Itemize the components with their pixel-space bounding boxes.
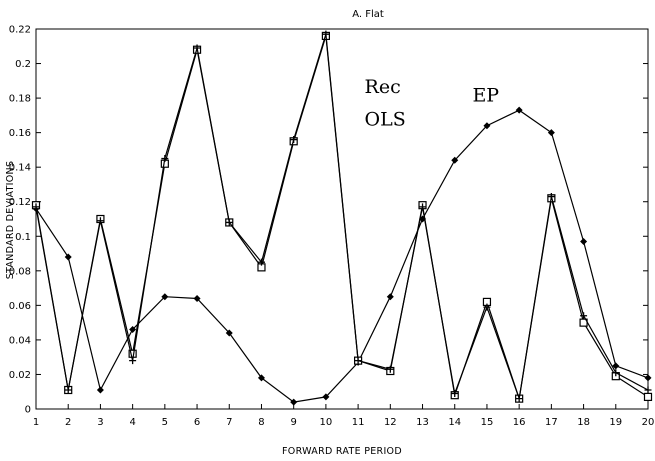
data-point-plus xyxy=(354,357,362,365)
data-point-plus xyxy=(451,389,459,397)
x-tick-label: 10 xyxy=(320,417,333,428)
data-point-diamond xyxy=(580,237,588,245)
x-tick-label: 4 xyxy=(129,417,135,428)
x-tick-label: 11 xyxy=(352,417,365,428)
data-point-plus xyxy=(161,155,169,163)
data-point-plus xyxy=(64,386,72,394)
x-tick-label: 1 xyxy=(33,417,39,428)
x-tick-label: 5 xyxy=(162,417,168,428)
data-point-plus xyxy=(386,365,394,373)
y-tick-label: 0.1 xyxy=(15,232,31,243)
x-tick-label: 19 xyxy=(609,417,622,428)
data-point-diamond xyxy=(612,362,620,370)
data-point-plus xyxy=(419,203,427,211)
data-point-diamond xyxy=(451,156,459,164)
y-axis-ticks: 0 0.02 0.04 0.06 0.08 0.1 0.12 0.14 0.16 0.18 0.2 0… xyxy=(9,25,648,416)
data-point-plus xyxy=(515,395,523,403)
data-point-diamond xyxy=(290,398,298,406)
data-point-diamond xyxy=(515,106,523,114)
data-point-diamond xyxy=(547,129,555,137)
x-axis-label: FORWARD RATE PERIOD xyxy=(282,446,402,457)
y-axis-label: STANDARD DEVIATIONS xyxy=(5,161,16,280)
series-plus xyxy=(32,30,652,403)
x-tick-label: 13 xyxy=(416,417,429,428)
series-square xyxy=(31,31,653,403)
data-point-diamond xyxy=(96,386,104,394)
data-point-diamond xyxy=(644,374,652,382)
x-tick-label: 16 xyxy=(513,417,526,428)
data-point-square xyxy=(643,392,653,402)
x-tick-label: 14 xyxy=(448,417,461,428)
y-tick-label: 0.02 xyxy=(9,370,31,381)
series-line-square xyxy=(35,35,649,399)
y-tick-label: 0.12 xyxy=(9,197,31,208)
annotation-label: Rec xyxy=(365,76,401,98)
y-tick-label: 0.2 xyxy=(15,59,31,70)
x-tick-label: 8 xyxy=(258,417,264,428)
x-tick-label: 3 xyxy=(97,417,103,428)
data-point-plus xyxy=(257,258,265,266)
y-tick-label: 0.16 xyxy=(9,128,31,139)
data-point-diamond xyxy=(257,374,265,382)
x-tick-label: 9 xyxy=(290,417,296,428)
data-point-plus xyxy=(225,218,233,226)
series-diamond xyxy=(32,106,652,406)
data-point-diamond xyxy=(161,293,169,301)
annotations: Rec OLS EP xyxy=(365,76,500,131)
data-point-diamond xyxy=(483,122,491,130)
y-tick-label: 0.18 xyxy=(9,94,31,105)
data-point-diamond xyxy=(129,326,137,334)
data-point-diamond xyxy=(322,393,330,401)
chart-title: A. Flat xyxy=(352,9,384,20)
x-tick-label: 17 xyxy=(545,417,558,428)
y-tick-label: 0.14 xyxy=(9,163,31,174)
x-tick-label: 2 xyxy=(65,417,71,428)
series-line-diamond xyxy=(35,109,649,403)
annotation-label: EP xyxy=(472,85,499,107)
data-point-diamond xyxy=(64,253,72,261)
data-point-plus xyxy=(580,312,588,320)
x-tick-label: 18 xyxy=(577,417,590,428)
x-tick-label: 15 xyxy=(481,417,494,428)
y-tick-label: 0 xyxy=(25,405,31,416)
x-tick-label: 20 xyxy=(642,417,655,428)
data-point-plus xyxy=(129,357,137,365)
y-tick-label: 0.04 xyxy=(9,335,31,346)
data-point-plus xyxy=(547,193,555,201)
x-tick-label: 12 xyxy=(384,417,397,428)
series-line-plus xyxy=(35,34,649,399)
data-point-plus xyxy=(96,217,104,225)
annotation-label: OLS xyxy=(365,109,406,131)
data-point-diamond xyxy=(386,293,394,301)
x-tick-label: 6 xyxy=(194,417,200,428)
x-axis-ticks: 1 2 3 4 5 6 7 8 9 10 11 12 13 14 15 16 17 18 19 20 xyxy=(33,404,655,428)
data-point-plus xyxy=(290,136,298,144)
data-point-diamond xyxy=(193,294,201,302)
plot-area-frame xyxy=(35,28,649,410)
series-group xyxy=(31,30,653,406)
data-point-plus xyxy=(483,303,491,311)
y-tick-label: 0.06 xyxy=(9,301,31,312)
data-point-plus xyxy=(322,30,330,38)
data-point-plus xyxy=(193,44,201,52)
y-tick-label: 0.22 xyxy=(9,25,31,36)
data-point-plus xyxy=(644,386,652,394)
data-point-plus xyxy=(32,203,40,211)
data-point-diamond xyxy=(225,329,233,337)
x-tick-label: 7 xyxy=(226,417,232,428)
data-point-plus xyxy=(612,369,620,377)
y-tick-label: 0.08 xyxy=(9,266,31,277)
